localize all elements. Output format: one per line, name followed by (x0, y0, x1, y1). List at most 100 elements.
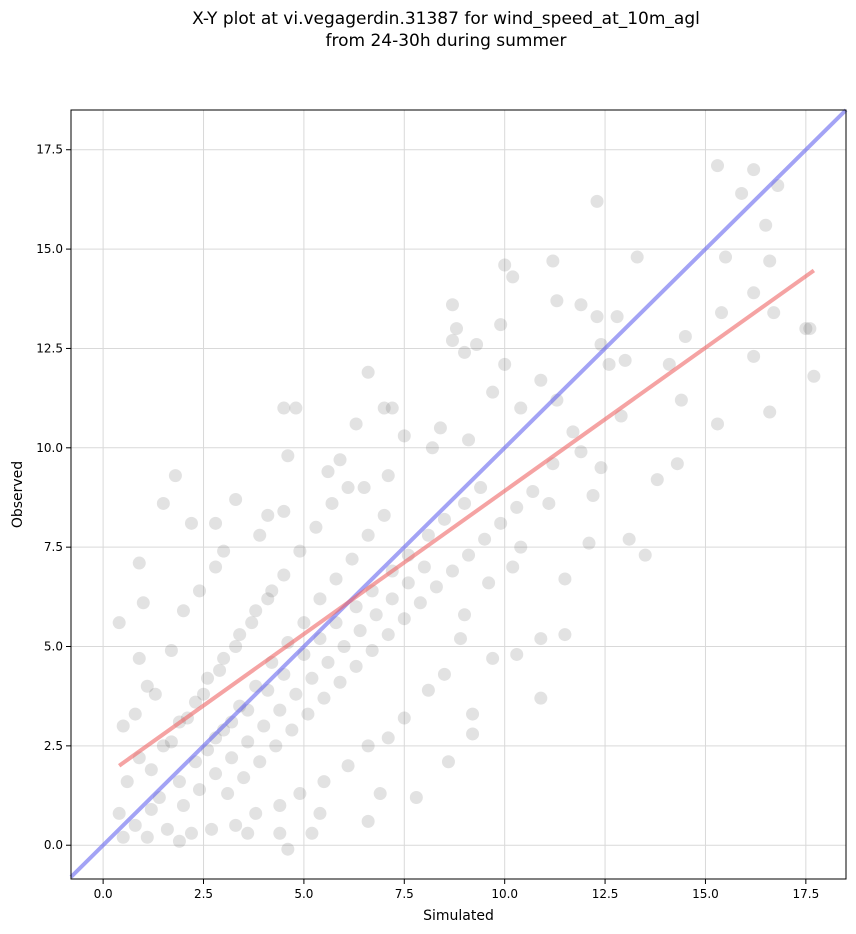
data-point-102 (486, 385, 500, 399)
data-point-41 (759, 218, 773, 232)
data-point-92 (261, 508, 275, 522)
data-point-93 (277, 504, 291, 518)
y-tick-label-5: 12.5 (36, 341, 63, 355)
data-point-219 (494, 516, 508, 530)
data-point-110 (594, 461, 608, 475)
data-point-208 (317, 691, 331, 705)
data-point-132 (160, 822, 174, 836)
data-point-62 (486, 651, 500, 665)
data-point-172 (249, 604, 263, 618)
data-point-96 (357, 481, 371, 495)
data-point-185 (353, 624, 367, 638)
data-point-27 (590, 310, 604, 324)
data-point-101 (462, 433, 476, 447)
data-point-87 (176, 604, 190, 618)
data-point-46 (803, 322, 817, 336)
x-tick-label-0: 0.0 (94, 887, 113, 901)
data-point-130 (205, 822, 219, 836)
data-point-159 (261, 592, 275, 606)
data-point-88 (192, 584, 206, 598)
data-point-122 (381, 731, 395, 745)
data-point-201 (377, 508, 391, 522)
x-tick-label-2: 5.0 (294, 887, 313, 901)
data-point-121 (397, 711, 411, 725)
data-point-68 (361, 814, 375, 828)
data-point-173 (265, 584, 279, 598)
data-point-85 (148, 687, 162, 701)
data-point-16 (449, 322, 463, 336)
data-point-113 (542, 496, 556, 510)
data-point-171 (233, 628, 247, 642)
data-point-145 (349, 600, 363, 614)
y-tick-label-7: 17.5 (36, 143, 63, 157)
data-point-70 (305, 826, 319, 840)
data-point-200 (361, 528, 375, 542)
data-point-32 (618, 353, 632, 367)
data-point-97 (381, 469, 395, 483)
data-point-129 (229, 818, 243, 832)
data-point-1 (132, 556, 146, 570)
data-point-31 (602, 357, 616, 371)
data-point-54 (622, 532, 636, 546)
data-point-8 (277, 401, 291, 415)
y-tick-label-4: 10.0 (36, 441, 63, 455)
data-point-98 (397, 429, 411, 443)
data-point-220 (510, 500, 524, 514)
data-point-196 (297, 616, 311, 630)
data-point-89 (209, 560, 223, 574)
data-point-21 (498, 258, 512, 272)
data-point-120 (421, 683, 435, 697)
data-point-59 (534, 632, 548, 646)
data-point-83 (140, 679, 154, 693)
data-point-181 (289, 687, 303, 701)
data-point-38 (735, 186, 749, 200)
data-point-12 (377, 401, 391, 415)
data-point-28 (610, 310, 624, 324)
data-point-3 (156, 496, 170, 510)
data-point-119 (437, 667, 451, 681)
data-point-36 (715, 306, 729, 320)
data-point-81 (116, 719, 130, 733)
data-point-104 (514, 401, 528, 415)
data-point-209 (333, 675, 347, 689)
data-point-57 (558, 572, 572, 586)
regression-line (118, 268, 816, 768)
data-point-218 (478, 532, 492, 546)
data-point-53 (650, 473, 664, 487)
data-point-23 (550, 294, 564, 308)
data-point-153 (164, 735, 178, 749)
y-tick-label-0: 0.0 (44, 838, 63, 852)
data-point-75 (116, 830, 130, 844)
data-point-114 (514, 540, 528, 554)
data-point-214 (413, 596, 427, 610)
data-point-163 (325, 496, 339, 510)
data-point-216 (445, 564, 459, 578)
data-point-215 (429, 580, 443, 594)
data-point-126 (293, 787, 307, 801)
data-point-60 (534, 691, 548, 705)
data-point-82 (128, 707, 142, 721)
data-point-105 (534, 373, 548, 387)
data-point-66 (409, 791, 423, 805)
x-tick-label-3: 7.5 (395, 887, 414, 901)
data-point-45 (799, 322, 813, 336)
data-point-162 (309, 520, 323, 534)
data-point-13 (385, 401, 399, 415)
data-point-56 (582, 536, 596, 550)
data-point-74 (172, 834, 186, 848)
data-point-152 (474, 481, 488, 495)
data-point-211 (365, 643, 379, 657)
data-point-26 (590, 194, 604, 208)
data-point-210 (349, 659, 363, 673)
data-points (112, 159, 821, 856)
data-point-111 (614, 409, 628, 423)
y-axis-label: Observed (10, 461, 26, 528)
data-point-165 (144, 763, 158, 777)
data-point-189 (417, 560, 431, 574)
x-tick-label-5: 12.5 (592, 887, 619, 901)
data-point-169 (201, 671, 215, 685)
data-point-50 (711, 417, 725, 431)
data-point-37 (719, 250, 733, 264)
data-point-65 (441, 755, 455, 769)
data-point-177 (225, 751, 239, 765)
